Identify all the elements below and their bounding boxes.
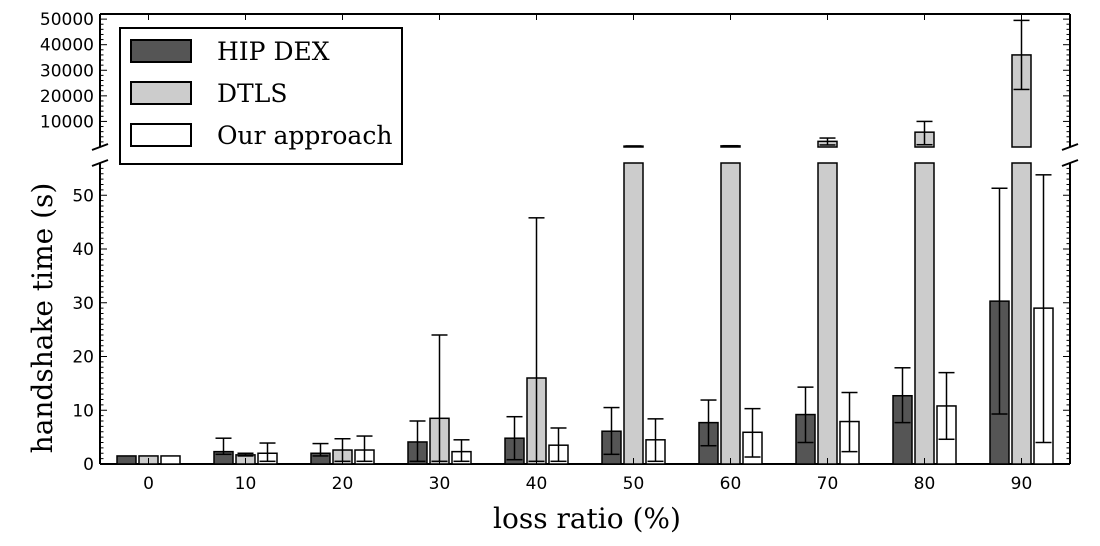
x-tick-label: 40: [526, 474, 548, 494]
axis-break-mark: [1061, 143, 1079, 151]
legend-swatch: [130, 39, 192, 63]
x-tick-label: 10: [235, 474, 257, 494]
y-tick-label: 10000: [40, 112, 94, 132]
y-tick-label: 50: [72, 186, 94, 206]
bar-dtls: [623, 162, 644, 465]
x-tick-label: 0: [143, 474, 154, 494]
legend: HIP DEX DTLS Our approach: [119, 27, 403, 165]
bar-dtls: [1011, 162, 1032, 465]
y-tick-label: 40: [72, 240, 94, 260]
axis-break-mark: [1061, 159, 1079, 167]
x-axis: 0 10 20 30 40 50 60 70 80 90: [143, 458, 1032, 494]
lower-panel: 0 10 20 30 40 50: [72, 159, 1079, 475]
upper-panel: 10000 20000 30000 40000 50000: [40, 10, 1079, 151]
y-tick-label: 20000: [40, 87, 94, 107]
legend-label: Our approach: [217, 121, 392, 150]
y-tick-label: 30: [72, 294, 94, 314]
y-tick-label: 50000: [40, 10, 94, 30]
legend-swatch: [130, 81, 192, 105]
legend-label: DTLS: [217, 79, 287, 108]
y-axis-label: handshake time (s): [26, 183, 59, 454]
x-tick-label: 60: [720, 474, 742, 494]
bar-our-approach: [160, 455, 181, 465]
y-tick-label: 20: [72, 348, 94, 368]
bar-dtls: [914, 162, 935, 465]
bar-dtls: [720, 162, 741, 465]
axis-break-mark: [91, 143, 109, 151]
y-tick-label: 40000: [40, 36, 94, 56]
x-tick-label: 70: [817, 474, 839, 494]
x-axis-label: loss ratio (%): [493, 502, 681, 535]
legend-swatch: [130, 123, 192, 147]
x-tick-label: 30: [429, 474, 451, 494]
y-tick-label: 10: [72, 401, 94, 421]
y-tick-label: 0: [83, 455, 94, 475]
legend-label: HIP DEX: [217, 37, 330, 66]
bar-hip-dex: [116, 455, 137, 465]
y-tick-label: 30000: [40, 61, 94, 81]
x-tick-label: 90: [1011, 474, 1033, 494]
x-tick-label: 80: [914, 474, 936, 494]
axis-break-mark: [91, 159, 109, 167]
x-tick-label: 50: [623, 474, 645, 494]
bar-dtls: [817, 162, 838, 465]
x-tick-label: 20: [332, 474, 354, 494]
